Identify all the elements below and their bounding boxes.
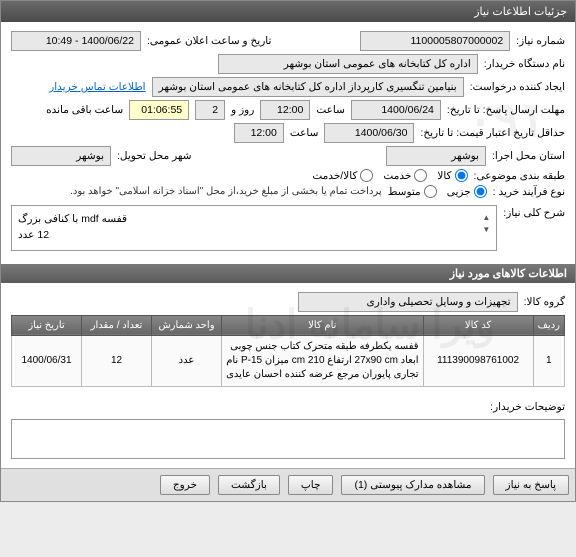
process-mid-option[interactable]: متوسط xyxy=(388,185,437,198)
deadline-label: مهلت ارسال پاسخ: تا تاریخ: xyxy=(447,104,565,116)
summary-box: ▲▼ قفسه mdf با کنافی بزرگ 12 عدد xyxy=(11,205,497,251)
announce-field: 1400/06/22 - 10:49 xyxy=(11,31,141,51)
print-button[interactable]: چاپ xyxy=(288,475,334,495)
deadline-time: 12:00 xyxy=(260,100,310,120)
type-radio-group: کالا خدمت کالا/خدمت xyxy=(312,169,467,182)
days-field: 2 xyxy=(195,100,225,120)
announce-label: تاریخ و ساعت اعلان عمومی: xyxy=(147,35,271,47)
summary-label: شرح کلی نیاز: xyxy=(503,201,565,219)
cell-code: 111390098761002 xyxy=(423,335,533,386)
need-no-label: شماره نیاز: xyxy=(516,35,565,47)
deadline-date: 1400/06/24 xyxy=(351,100,441,120)
cell-unit: عدد xyxy=(152,335,222,386)
need-no-field: 1100005807000002 xyxy=(360,31,510,51)
cell-idx: 1 xyxy=(533,335,564,386)
items-section: گروه کالا: تجهیزات و وسایل تحصیلی واداری… xyxy=(1,283,575,468)
table-header-row: ردیف کد کالا نام کالا واحد شمارش تعداد /… xyxy=(12,315,565,335)
exec-field: بوشهر xyxy=(386,146,486,166)
countdown-field: 01:06:55 xyxy=(129,100,189,120)
type-both-radio[interactable] xyxy=(360,169,373,182)
expand-icon[interactable]: ▲▼ xyxy=(482,212,490,244)
header-section: شماره نیاز: 1100005807000002 تاریخ و ساع… xyxy=(1,22,575,264)
need-details-window: جزئیات اطلاعات نیاز ۰۹۱ ویرا سامانه ادنا… xyxy=(0,0,576,502)
summary-qty: 12 عدد xyxy=(18,228,472,244)
items-table: ردیف کد کالا نام کالا واحد شمارش تعداد /… xyxy=(11,315,565,387)
process-radio-group: جزیی متوسط xyxy=(388,185,487,198)
window-title: جزئیات اطلاعات نیاز xyxy=(1,1,575,22)
col-code: کد کالا xyxy=(423,315,533,335)
explain-textarea[interactable] xyxy=(11,419,565,459)
cell-qty: 12 xyxy=(82,335,152,386)
type-goods-radio[interactable] xyxy=(455,169,468,182)
contact-link[interactable]: اطلاعات تماس خریدار xyxy=(49,81,145,93)
dayhr-label: روز و xyxy=(231,104,254,116)
group-field: تجهیزات و وسایل تحصیلی واداری xyxy=(298,292,518,312)
process-low-option[interactable]: جزیی xyxy=(447,185,487,198)
process-mid-radio[interactable] xyxy=(424,185,437,198)
col-name: نام کالا xyxy=(222,315,424,335)
cell-name: قفسه یکطرفه طبقه متحرک کتاب جنس چوبی ابع… xyxy=(222,335,424,386)
time-label-1: ساعت xyxy=(316,104,345,116)
buyer-label: نام دستگاه خریدار: xyxy=(484,58,565,70)
col-idx: ردیف xyxy=(533,315,564,335)
process-low-radio[interactable] xyxy=(474,185,487,198)
exit-button[interactable]: خروج xyxy=(160,475,210,495)
cell-date: 1400/06/31 xyxy=(12,335,82,386)
valid-date: 1400/06/30 xyxy=(324,123,414,143)
explain-label: توضیحات خریدار: xyxy=(490,395,565,413)
city-field: بوشهر xyxy=(11,146,111,166)
type-both-option[interactable]: کالا/خدمت xyxy=(312,169,373,182)
summary-text: قفسه mdf با کنافی بزرگ xyxy=(18,212,472,228)
col-qty: تعداد / مقدار xyxy=(82,315,152,335)
type-label: طبقه بندی موضوعی: xyxy=(474,170,565,182)
attachments-button[interactable]: مشاهده مدارک پیوستی (1) xyxy=(341,475,484,495)
col-unit: واحد شمارش xyxy=(152,315,222,335)
remain-label: ساعت باقی مانده xyxy=(46,104,123,116)
col-date: تاریخ نیاز xyxy=(12,315,82,335)
city-label: شهر محل تحویل: xyxy=(117,150,192,162)
group-label: گروه کالا: xyxy=(524,296,565,308)
type-goods-option[interactable]: کالا xyxy=(437,169,467,182)
type-service-radio[interactable] xyxy=(414,169,427,182)
items-section-header: اطلاعات کالاهای مورد نیاز xyxy=(1,264,575,283)
process-label: نوع فرآیند خرید : xyxy=(493,186,565,198)
footer-toolbar: پاسخ به نیاز مشاهده مدارک پیوستی (1) چاپ… xyxy=(1,468,575,501)
buyer-field: اداره کل کتابخانه های عمومی استان بوشهر xyxy=(218,54,478,74)
type-service-option[interactable]: خدمت xyxy=(383,169,427,182)
process-note: پرداخت تمام یا بخشی از مبلغ خرید،از محل … xyxy=(70,186,382,197)
table-row[interactable]: 1 111390098761002 قفسه یکطرفه طبقه متحرک… xyxy=(12,335,565,386)
time-label-2: ساعت xyxy=(290,127,319,139)
back-button[interactable]: بازگشت xyxy=(218,475,280,495)
creator-label: ایجاد کننده درخواست: xyxy=(470,81,565,93)
valid-label: حداقل تاریخ اعتبار قیمت: تا تاریخ: xyxy=(420,127,565,139)
exec-label: استان محل اجرا: xyxy=(492,150,565,162)
valid-time: 12:00 xyxy=(234,123,284,143)
reply-button[interactable]: پاسخ به نیاز xyxy=(493,475,569,495)
creator-field: بنیامین تنگسیری کارپرداز اداره کل کتابخا… xyxy=(152,77,464,97)
